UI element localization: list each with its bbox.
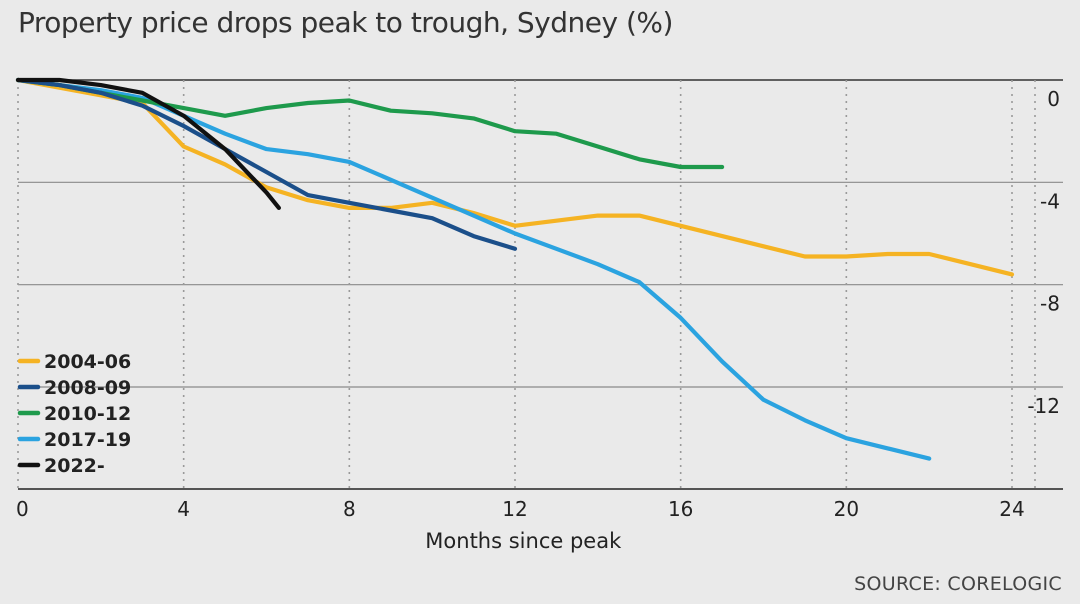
chart-title: Property price drops peak to trough, Syd… bbox=[18, 6, 673, 39]
source-note: SOURCE: CORELOGIC bbox=[854, 573, 1062, 595]
axes: 0 -4 -8 -12 0 4 8 12 16 20 24 Months since peak bbox=[16, 87, 1063, 553]
y-tick-label: -12 bbox=[1027, 394, 1060, 418]
legend-label: 2004-06 bbox=[44, 351, 131, 373]
x-tick-label: 20 bbox=[834, 497, 859, 521]
x-tick-label: 8 bbox=[343, 497, 356, 521]
y-tick-label: 0 bbox=[1047, 87, 1060, 111]
x-tick-label: 24 bbox=[999, 497, 1024, 521]
x-axis-title: Months since peak bbox=[425, 529, 622, 553]
series-line-200809 bbox=[15, 77, 518, 251]
series-lines bbox=[15, 77, 1015, 461]
legend-label: 2008-09 bbox=[44, 377, 131, 399]
y-tick-label: -4 bbox=[1040, 189, 1060, 213]
x-tick-label: 12 bbox=[502, 497, 527, 521]
legend-label: 2010-12 bbox=[44, 403, 131, 425]
y-tick-label: -8 bbox=[1040, 292, 1060, 316]
series-line-201012 bbox=[15, 77, 725, 170]
legend-label: 2017-19 bbox=[44, 429, 131, 451]
series-line-201719 bbox=[15, 77, 932, 461]
legend: 2004-06 2008-09 2010-12 2017-19 2022- bbox=[17, 351, 131, 477]
series-line-200406 bbox=[15, 77, 1015, 277]
x-tick-label: 0 bbox=[16, 497, 29, 521]
grid bbox=[17, 79, 1063, 489]
x-tick-label: 4 bbox=[177, 497, 190, 521]
series-line-2022 bbox=[15, 77, 281, 210]
legend-label: 2022- bbox=[44, 455, 105, 477]
x-tick-label: 16 bbox=[668, 497, 693, 521]
